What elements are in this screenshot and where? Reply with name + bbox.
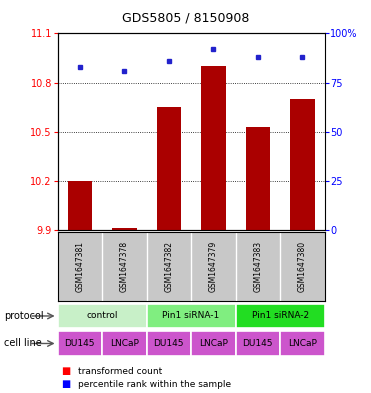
Bar xyxy=(58,304,147,328)
Text: cell line: cell line xyxy=(4,338,42,349)
Text: DU145: DU145 xyxy=(154,339,184,348)
Text: GSM1647379: GSM1647379 xyxy=(209,241,218,292)
Text: transformed count: transformed count xyxy=(78,367,162,376)
Text: ■: ■ xyxy=(61,366,70,376)
Text: protocol: protocol xyxy=(4,311,43,321)
Text: control: control xyxy=(86,312,118,320)
Text: Pin1 siRNA-2: Pin1 siRNA-2 xyxy=(252,312,309,320)
Bar xyxy=(112,228,137,230)
Bar xyxy=(236,331,280,356)
Text: DU145: DU145 xyxy=(65,339,95,348)
Bar xyxy=(246,127,270,230)
Bar xyxy=(236,304,325,328)
Text: Pin1 siRNA-1: Pin1 siRNA-1 xyxy=(162,312,220,320)
Text: ■: ■ xyxy=(61,379,70,389)
Bar xyxy=(280,331,325,356)
Text: LNCaP: LNCaP xyxy=(288,339,317,348)
Text: LNCaP: LNCaP xyxy=(199,339,228,348)
Text: GSM1647382: GSM1647382 xyxy=(164,241,173,292)
Bar xyxy=(102,331,147,356)
Bar xyxy=(290,99,315,230)
Text: GSM1647378: GSM1647378 xyxy=(120,241,129,292)
Text: GDS5805 / 8150908: GDS5805 / 8150908 xyxy=(122,12,249,25)
Bar xyxy=(147,304,236,328)
Bar xyxy=(201,66,226,230)
Text: GSM1647383: GSM1647383 xyxy=(253,241,262,292)
Text: GSM1647380: GSM1647380 xyxy=(298,241,307,292)
Text: LNCaP: LNCaP xyxy=(110,339,139,348)
Bar xyxy=(147,331,191,356)
Bar xyxy=(157,107,181,230)
Text: DU145: DU145 xyxy=(243,339,273,348)
Text: percentile rank within the sample: percentile rank within the sample xyxy=(78,380,231,389)
Text: GSM1647381: GSM1647381 xyxy=(75,241,84,292)
Bar xyxy=(58,331,102,356)
Bar xyxy=(68,181,92,230)
Bar xyxy=(191,331,236,356)
